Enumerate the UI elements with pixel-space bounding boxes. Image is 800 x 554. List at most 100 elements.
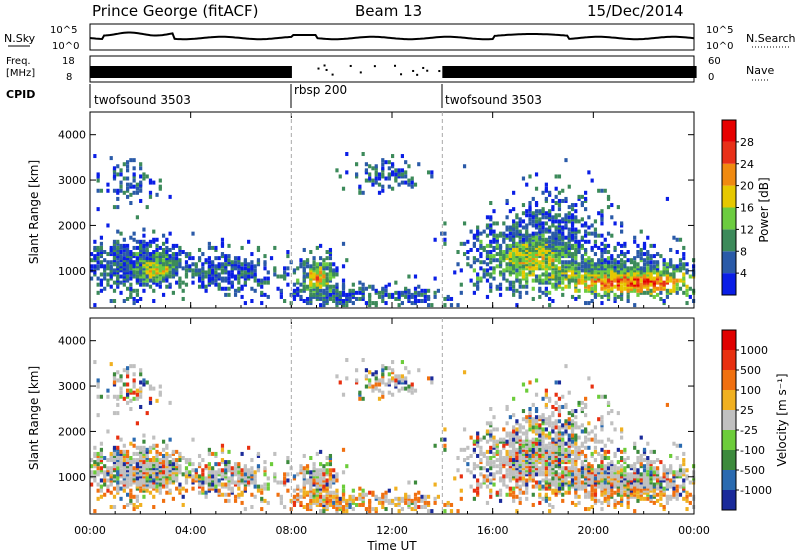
power-cell <box>633 235 637 240</box>
power-cell <box>682 266 686 271</box>
power-colorbar-tick: 8 <box>740 245 747 258</box>
power-cell <box>201 262 205 267</box>
power-cell <box>125 260 130 265</box>
power-cell <box>512 264 516 269</box>
velocity-cell <box>247 445 251 450</box>
power-cell <box>655 274 660 279</box>
power-cell <box>567 260 571 265</box>
velocity-cell <box>109 451 113 456</box>
velocity-cell <box>492 415 496 420</box>
power-cell <box>534 225 539 230</box>
power-cell <box>479 245 483 250</box>
power-cell <box>224 292 228 297</box>
velocity-cell <box>217 470 221 475</box>
power-cell <box>551 282 555 287</box>
velocity-cell <box>351 500 355 505</box>
power-cell <box>348 290 352 295</box>
velocity-cell <box>613 490 617 495</box>
power-cell <box>250 270 254 275</box>
velocity-cell <box>116 462 120 467</box>
power-cell <box>626 270 630 275</box>
velocity-cell <box>528 411 532 416</box>
velocity-cell <box>476 486 480 491</box>
velocity-cell <box>626 484 630 489</box>
power-cell <box>283 276 287 281</box>
velocity-cell <box>557 427 562 432</box>
power-cell <box>554 227 558 232</box>
velocity-cell <box>531 443 535 448</box>
velocity-cell <box>145 482 149 487</box>
power-cell <box>224 256 228 261</box>
velocity-cell <box>319 472 323 477</box>
velocity-cell <box>332 500 336 505</box>
power-cell <box>642 278 647 283</box>
velocity-cell <box>616 476 620 481</box>
power-cell <box>551 270 555 275</box>
power-colorbar-tick: 20 <box>740 180 754 193</box>
velocity-cell <box>613 505 617 510</box>
velocity-cell <box>325 500 329 505</box>
power-cell <box>116 247 120 252</box>
velocity-cell <box>606 494 611 499</box>
power-cell <box>122 299 126 304</box>
velocity-cell <box>99 453 104 458</box>
velocity-cell <box>551 488 555 493</box>
power-cell <box>456 262 460 267</box>
velocity-cell <box>629 480 634 485</box>
velocity-cell <box>165 458 169 463</box>
power-cell <box>335 282 339 287</box>
power-cell <box>649 256 653 261</box>
velocity-cell <box>597 466 601 471</box>
power-cell <box>472 260 476 265</box>
power-cell <box>528 217 532 222</box>
power-cell <box>400 180 405 185</box>
power-cell <box>623 280 627 285</box>
power-cell <box>636 276 640 281</box>
velocity-cell <box>309 482 313 487</box>
velocity-cell <box>276 492 280 497</box>
velocity-cell <box>443 443 447 448</box>
power-cell <box>161 278 166 283</box>
power-cell <box>135 215 140 220</box>
velocity-cell <box>557 435 562 440</box>
velocity-cell <box>649 486 653 491</box>
velocity-cell <box>332 476 336 481</box>
velocity-cell <box>148 400 153 405</box>
power-cell <box>593 233 598 238</box>
power-cell <box>626 294 630 299</box>
velocity-cell <box>534 392 539 397</box>
velocity-cell <box>531 484 535 489</box>
velocity-cell <box>348 496 352 501</box>
power-cell <box>152 258 156 263</box>
velocity-cell <box>368 382 372 387</box>
velocity-cell <box>606 480 611 485</box>
velocity-cell <box>341 498 346 503</box>
power-cell <box>489 288 493 293</box>
power-cell <box>485 225 490 230</box>
velocity-cell <box>135 451 140 456</box>
velocity-cell <box>224 498 228 503</box>
power-cell <box>125 296 130 301</box>
power-cell <box>574 278 578 283</box>
power-cell <box>332 262 336 267</box>
power-cell <box>188 268 192 273</box>
velocity-cell <box>564 419 568 424</box>
velocity-cell <box>368 509 372 514</box>
velocity-cell <box>387 488 391 493</box>
power-cell <box>489 215 493 220</box>
power-cell <box>397 292 401 297</box>
power-cell <box>580 254 584 259</box>
velocity-cell <box>600 466 604 471</box>
power-cell <box>551 247 555 252</box>
power-cell <box>577 250 581 255</box>
velocity-cell <box>148 478 153 483</box>
velocity-cell <box>682 496 686 501</box>
power-cell <box>312 268 316 273</box>
velocity-cell <box>456 509 460 514</box>
velocity-cell <box>197 478 202 483</box>
power-cell <box>309 288 313 293</box>
power-cell <box>538 245 542 250</box>
power-cell <box>606 196 611 201</box>
velocity-cell <box>590 466 594 471</box>
velocity-cell <box>548 431 552 436</box>
